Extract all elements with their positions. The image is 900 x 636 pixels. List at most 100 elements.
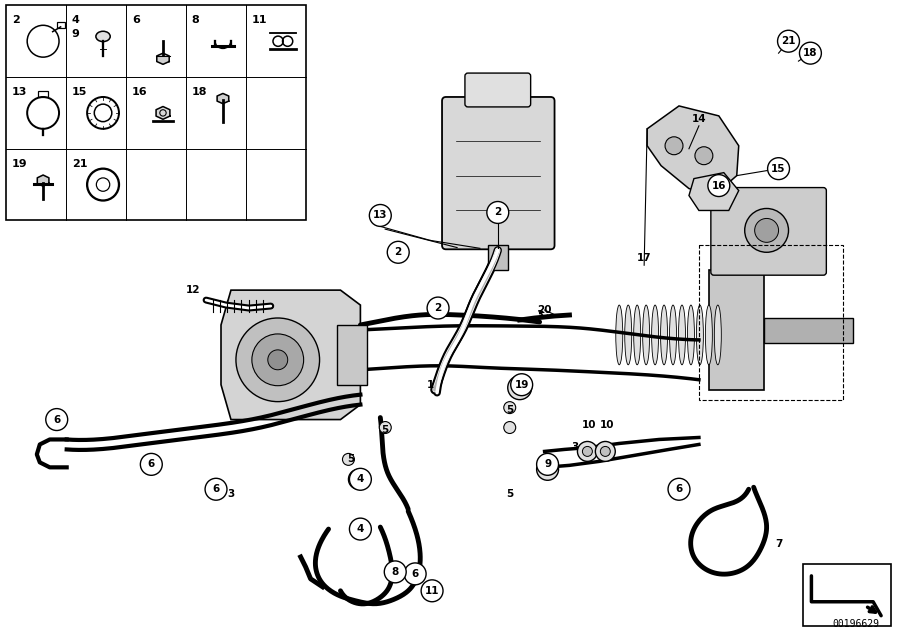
Text: 13: 13 [374,211,388,221]
Polygon shape [221,290,360,420]
Text: 20: 20 [537,305,552,315]
Circle shape [384,561,406,583]
Circle shape [536,459,559,480]
Text: 2: 2 [435,303,442,313]
Circle shape [428,297,449,319]
Text: 7: 7 [775,539,782,549]
Circle shape [205,478,227,500]
Text: 10: 10 [600,420,615,429]
Ellipse shape [616,305,623,365]
Bar [58,22,66,29]
Circle shape [665,137,683,155]
Ellipse shape [688,305,695,365]
Circle shape [487,202,508,223]
Circle shape [349,468,372,490]
Text: 1: 1 [427,380,434,390]
Text: 2: 2 [394,247,402,258]
Text: 19: 19 [515,380,529,390]
Text: 18: 18 [803,48,818,58]
Circle shape [350,519,370,539]
Circle shape [668,478,690,500]
Circle shape [778,31,799,52]
Circle shape [543,464,553,474]
Circle shape [236,318,320,401]
Text: 9: 9 [72,29,80,39]
Polygon shape [156,106,170,120]
Circle shape [600,446,610,457]
Text: 14: 14 [691,114,707,124]
Circle shape [755,218,778,242]
Circle shape [404,563,426,585]
Bar [39,90,48,97]
Text: 6: 6 [675,484,682,494]
Text: 4: 4 [72,15,80,25]
Circle shape [578,441,598,461]
Circle shape [596,441,616,461]
Circle shape [799,42,822,64]
Ellipse shape [715,305,721,365]
Circle shape [379,422,392,434]
Ellipse shape [625,305,632,365]
Text: 00196629: 00196629 [832,619,879,628]
Text: 15: 15 [72,87,87,97]
Circle shape [695,147,713,165]
Circle shape [514,382,526,394]
Polygon shape [37,175,49,186]
FancyBboxPatch shape [711,188,826,275]
Circle shape [268,350,288,370]
Circle shape [508,376,532,399]
Circle shape [582,446,592,457]
Text: 4: 4 [356,474,365,484]
Bar [763,318,853,343]
Ellipse shape [96,31,110,41]
Text: 21: 21 [72,159,87,169]
Text: 12: 12 [186,285,201,295]
Bar [709,270,763,390]
Text: 17: 17 [637,253,652,263]
Circle shape [510,374,533,396]
Circle shape [343,453,355,466]
Ellipse shape [670,305,677,365]
Text: 3: 3 [228,489,235,499]
Text: 8: 8 [392,567,399,577]
Circle shape [46,408,68,431]
Text: 4: 4 [356,524,365,534]
Circle shape [504,422,516,434]
Polygon shape [217,93,229,104]
Text: 15: 15 [771,163,786,174]
Text: 21: 21 [781,36,796,46]
Ellipse shape [643,305,650,365]
Text: 6: 6 [411,569,418,579]
Polygon shape [689,172,739,211]
Text: 2: 2 [494,207,501,218]
Text: 5: 5 [506,489,513,499]
Text: 5: 5 [346,454,354,464]
Text: 5: 5 [506,404,513,415]
Ellipse shape [634,305,641,365]
Ellipse shape [706,305,712,365]
Text: 6: 6 [148,459,155,469]
Text: 11: 11 [425,586,439,596]
Ellipse shape [652,305,659,365]
Circle shape [744,209,788,252]
Ellipse shape [697,305,704,365]
Text: 5: 5 [382,424,389,434]
Circle shape [348,469,368,489]
FancyBboxPatch shape [442,97,554,249]
Circle shape [349,518,372,540]
Polygon shape [647,106,739,195]
Text: 8: 8 [192,15,200,25]
Bar [338,325,367,385]
Circle shape [504,401,516,413]
Text: 9: 9 [544,459,551,469]
Text: 19: 19 [12,159,28,169]
Circle shape [421,580,443,602]
Text: 16: 16 [712,181,726,191]
Text: 6: 6 [53,415,60,425]
Text: 3: 3 [571,443,578,452]
Bar [6,5,306,221]
Circle shape [387,241,410,263]
Circle shape [369,205,392,226]
Text: 16: 16 [131,87,148,97]
Text: 3: 3 [536,310,544,320]
